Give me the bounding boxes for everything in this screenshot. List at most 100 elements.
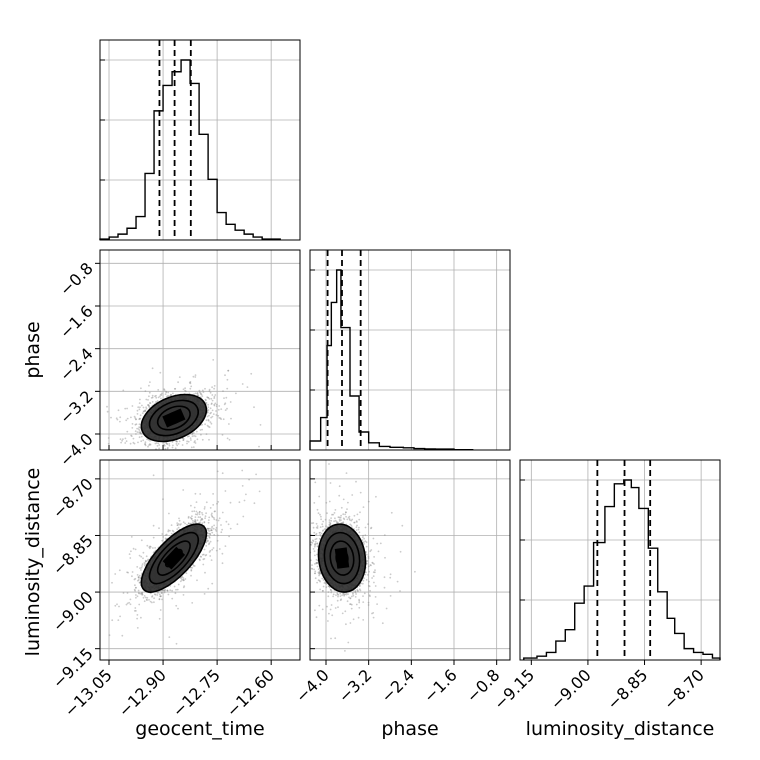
scatter-point [161, 598, 163, 601]
scatter-point [213, 524, 216, 527]
contour-line-2 [148, 399, 199, 437]
scatter-point [315, 537, 318, 540]
scatter-point [215, 410, 217, 412]
scatter-point [145, 560, 148, 562]
scatter-point [193, 435, 196, 437]
scatter-point [164, 588, 167, 591]
scatter-point [184, 578, 187, 580]
histogram-1-grid [325, 250, 498, 450]
scatter-point [125, 603, 128, 606]
scatter-point [138, 402, 141, 404]
scatter-point [138, 431, 141, 434]
scatter-point [209, 555, 212, 557]
scatter-point [224, 545, 227, 547]
scatter-point [142, 557, 144, 560]
scatter-point [121, 439, 123, 442]
scatter-point [209, 421, 212, 423]
scatter-point [151, 396, 154, 399]
density-shading-0 [141, 394, 207, 442]
scatter-point [135, 423, 138, 426]
scatter-point [183, 579, 185, 581]
scatter-point [197, 516, 200, 518]
scatter-point [156, 594, 159, 596]
scatter-point [125, 440, 128, 443]
scatter-point [106, 410, 109, 413]
scatter-point [213, 385, 216, 387]
scatter-point [315, 562, 318, 564]
scatter-point [133, 588, 136, 591]
histogram-panel-phase [309, 249, 511, 451]
scatter-point [196, 513, 199, 516]
scatter-point [385, 607, 388, 610]
scatter-point [134, 577, 137, 580]
panels-layer [95, 39, 721, 665]
scatter-point [144, 560, 147, 563]
scatter-point [207, 406, 210, 409]
scatter-point [214, 394, 217, 396]
scatter-point [134, 548, 137, 551]
scatter-point [204, 517, 207, 520]
scatter-point [314, 481, 317, 484]
scatter-point [176, 524, 179, 526]
scatter-point [168, 512, 170, 515]
scatter-point [204, 398, 207, 401]
scatter-point [167, 447, 169, 449]
scatter-point [216, 539, 219, 542]
scatter-point [139, 414, 142, 417]
scatter-point [314, 572, 316, 575]
scatter-point [201, 423, 204, 426]
scatter-point [141, 565, 144, 567]
scatter-point [374, 585, 377, 587]
scatter-point [140, 435, 143, 438]
scatter-point [137, 576, 140, 578]
scatter-point [202, 553, 205, 556]
scatter-point [138, 423, 141, 426]
scatter-point [191, 602, 194, 604]
scatter-point [228, 438, 231, 441]
scatter-point [372, 571, 375, 574]
scatter-point [163, 388, 166, 390]
scatter-point [414, 570, 416, 573]
scatter-point [196, 392, 199, 395]
scatter-point [211, 512, 213, 515]
scatter-point [182, 489, 185, 491]
scatter-point [208, 414, 210, 417]
scatter-point [200, 433, 202, 436]
scatter-point [310, 567, 313, 570]
scatter-point [206, 527, 209, 530]
scatter-point [228, 535, 231, 538]
density-content-0 [106, 359, 262, 459]
scatter-point [208, 543, 210, 546]
scatter-point [142, 406, 145, 409]
scatter-point [187, 522, 190, 525]
scatter-point [182, 439, 185, 441]
scatter-point [204, 423, 207, 426]
scatter-point [210, 514, 213, 516]
scatter-point [221, 472, 224, 475]
scatter-point [148, 391, 151, 394]
scatter-point [227, 369, 230, 372]
scatter-point [241, 485, 244, 487]
scatter-point [147, 399, 149, 401]
scatter-point [170, 532, 173, 535]
scatter-point [221, 528, 224, 531]
scatter-point [174, 387, 177, 390]
scatter-point [214, 528, 217, 531]
scatter-point [119, 615, 121, 618]
scatter-point [139, 581, 141, 584]
scatter-point [131, 427, 134, 429]
scatter-point [163, 591, 166, 594]
scatter-point [210, 416, 213, 419]
scatter-point [221, 562, 224, 565]
scatter-point [211, 515, 214, 517]
scatter-point [220, 408, 223, 410]
scatter-point [144, 443, 147, 445]
scatter-point [140, 440, 143, 443]
scatter-point [204, 554, 207, 557]
scatter-point [135, 418, 137, 421]
histogram-background-2 [520, 460, 720, 660]
scatter-point [168, 457, 170, 459]
scatter-point [328, 500, 331, 503]
scatter-point [130, 550, 132, 553]
scatter-point [171, 453, 173, 455]
